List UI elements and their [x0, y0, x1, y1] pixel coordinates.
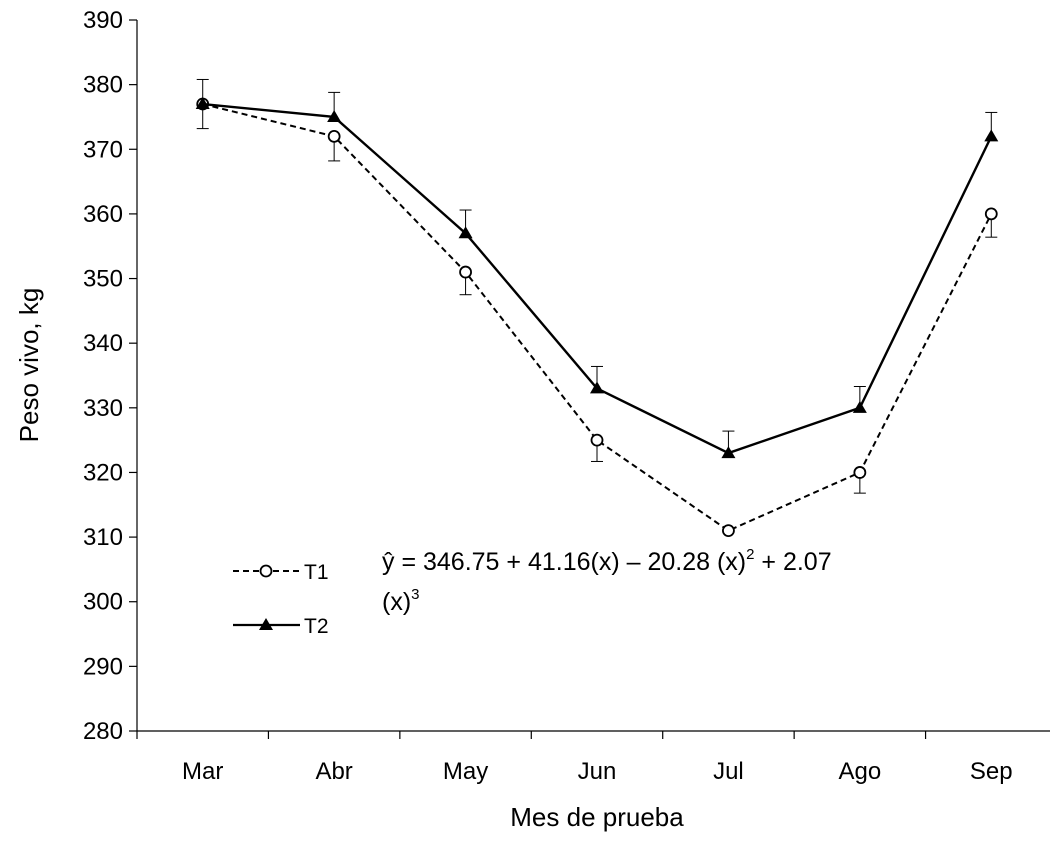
x-tick-label: Abr	[315, 758, 352, 785]
equation-line-1: ŷ = 346.75 + 41.16(x) – 20.28 (x)2 + 2.0…	[382, 546, 832, 576]
x-tick-label: Sep	[970, 758, 1013, 785]
chart-legend: T1 T2	[233, 561, 329, 638]
y-tick-label: 290	[83, 653, 123, 680]
y-axis-title: Peso vivo, kg	[14, 288, 44, 443]
y-tick-label: 380	[83, 72, 123, 99]
y-tick-label: 390	[83, 7, 123, 34]
data-point-t1	[986, 208, 997, 219]
data-point-t1	[723, 525, 734, 536]
data-point-t1	[329, 131, 340, 142]
legend-t2-label: T2	[304, 615, 329, 638]
x-tick-label: Jun	[578, 758, 617, 785]
y-tick-label: 300	[83, 589, 123, 616]
y-tick-label: 340	[83, 330, 123, 357]
equation-line-2: (x)3	[382, 586, 420, 616]
legend-t1-marker	[261, 566, 272, 577]
chart-series	[196, 79, 999, 536]
data-point-t2	[853, 401, 867, 413]
x-axis-title: Mes de prueba	[510, 802, 684, 832]
y-tick-label: 330	[83, 395, 123, 422]
legend-t1-label: T1	[304, 561, 329, 584]
y-tick-label: 280	[83, 718, 123, 745]
x-tick-label: May	[443, 758, 488, 785]
chart-axes: 280 290 300 310 320 330 340 350 360 370 380 390 Mar A…	[83, 7, 1050, 785]
y-tick-label: 320	[83, 459, 123, 486]
series-line-t1	[203, 104, 992, 531]
x-tick-label: Ago	[839, 758, 882, 785]
x-tick-label: Mar	[182, 758, 223, 785]
regression-equation: ŷ = 346.75 + 41.16(x) – 20.28 (x)2 + 2.0…	[382, 546, 832, 616]
data-point-t1	[460, 267, 471, 278]
y-tick-label: 310	[83, 524, 123, 551]
data-point-t1	[592, 435, 603, 446]
x-tick-label: Jul	[713, 758, 744, 785]
y-tick-label: 350	[83, 266, 123, 293]
y-tick-label: 370	[83, 136, 123, 163]
series-t1	[197, 99, 998, 537]
series-t2	[196, 79, 999, 458]
y-tick-label: 360	[83, 201, 123, 228]
data-point-t2	[984, 129, 998, 141]
data-point-t1	[854, 467, 865, 478]
series-line-t2	[203, 104, 992, 453]
